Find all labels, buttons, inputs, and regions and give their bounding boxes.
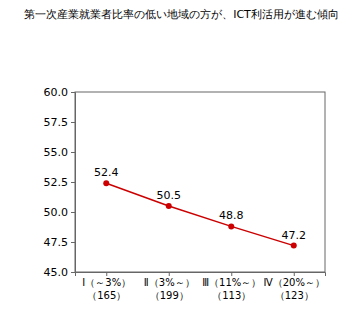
y-tick: 45.0	[44, 266, 76, 279]
y-tick-label: 60.0	[44, 86, 69, 99]
plot-frame	[75, 92, 325, 272]
y-tick: 50.0	[44, 206, 76, 219]
data-labels: 52.4 50.5 48.8 47.2	[94, 166, 306, 241]
y-tick-mark	[71, 182, 75, 183]
y-tick-mark	[71, 212, 75, 213]
series	[103, 180, 297, 248]
x-axis-line	[76, 273, 326, 277]
y-tick-mark	[71, 242, 75, 243]
x-tick-label: Ⅳ（20%～）（123）	[264, 277, 325, 301]
y-tick: 60.0	[44, 86, 76, 99]
y-tick-mark	[71, 152, 75, 153]
data-label: 52.4	[94, 166, 119, 179]
y-tick-mark	[71, 122, 75, 123]
y-tick-mark	[71, 92, 75, 93]
point	[166, 203, 172, 209]
chart: 第一次産業就業者比率の低い地域の方が、ICT利活用が進む傾向 45.0 47.5 50…	[0, 0, 363, 310]
y-tick-label: 45.0	[44, 266, 69, 279]
y-axis: 45.0 47.5 50.0 52.5 55.0 57.5 60.0	[44, 86, 76, 279]
x-tick-mark	[294, 272, 295, 276]
x-tick-mark	[169, 272, 170, 276]
x-tick-mark	[106, 272, 107, 276]
chart-title: 第一次産業就業者比率の低い地域の方が、ICT利活用が進む傾向	[24, 8, 339, 21]
point	[291, 243, 297, 249]
y-tick-label: 47.5	[44, 236, 69, 249]
plot: 45.0 47.5 50.0 52.5 55.0 57.5 60.0 Ⅰ（～3%）（165） Ⅱ…	[44, 86, 326, 301]
x-tick: Ⅰ（～3%）（165）	[82, 272, 131, 301]
x-tick-label: Ⅱ（3%～）（199）	[144, 277, 195, 301]
x-tick-mark	[231, 272, 232, 276]
y-tick-label: 57.5	[44, 116, 69, 129]
data-label: 48.8	[219, 209, 244, 222]
x-tick: Ⅲ（11%～）（113）	[202, 272, 261, 301]
y-tick: 52.5	[44, 176, 76, 189]
x-tick: Ⅱ（3%～）（199）	[144, 272, 195, 301]
line	[106, 183, 294, 245]
point	[103, 180, 109, 186]
y-axis-line	[71, 93, 76, 273]
data-label: 50.5	[157, 189, 182, 202]
y-tick-label: 52.5	[44, 176, 69, 189]
y-tick-label: 50.0	[44, 206, 69, 219]
y-tick: 57.5	[44, 116, 76, 129]
y-tick-label: 55.0	[44, 146, 69, 159]
y-tick-mark	[71, 272, 75, 273]
y-tick: 47.5	[44, 236, 76, 249]
x-axis: Ⅰ（～3%）（165） Ⅱ（3%～）（199） Ⅲ（11%～）（113）Ⅳ（20%～…	[76, 272, 326, 301]
x-tick-label: Ⅲ（11%～）（113）	[202, 277, 261, 301]
x-tick-label: Ⅰ（～3%）（165）	[82, 277, 131, 301]
y-tick: 55.0	[44, 146, 76, 159]
data-label: 47.2	[282, 229, 307, 242]
point	[228, 223, 234, 229]
x-tick: Ⅳ（20%～）（123）	[264, 272, 325, 301]
